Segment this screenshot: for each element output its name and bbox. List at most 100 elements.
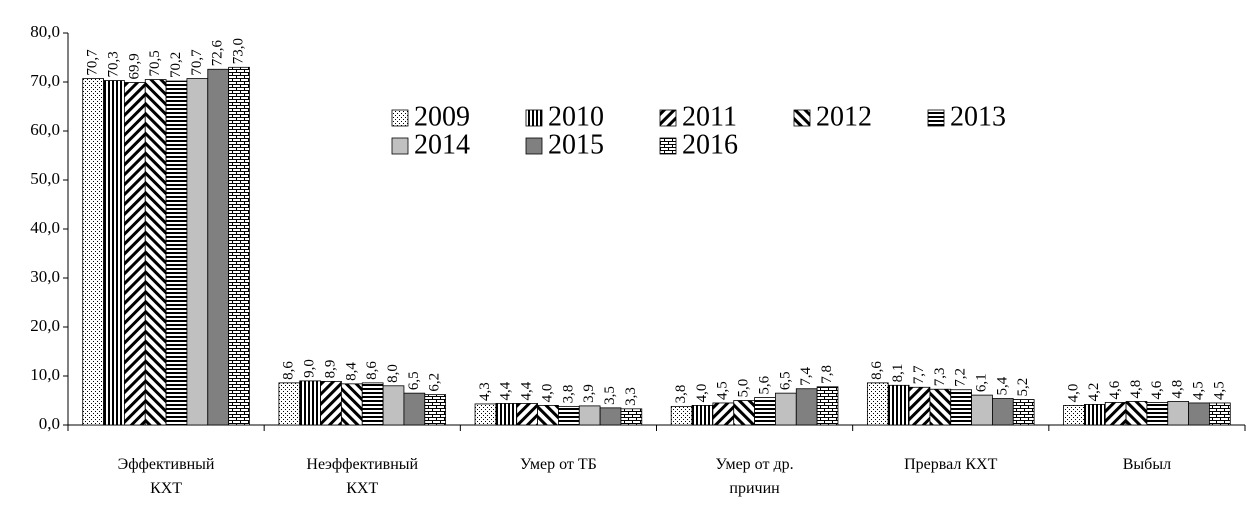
bar bbox=[992, 398, 1014, 426]
legend-swatch bbox=[659, 137, 677, 155]
value-label: 8,6 bbox=[281, 361, 297, 380]
bar bbox=[733, 400, 755, 426]
bar bbox=[950, 389, 972, 426]
bar bbox=[971, 394, 993, 426]
value-label: 4,4 bbox=[498, 381, 514, 400]
value-label: 7,8 bbox=[819, 365, 835, 384]
bar bbox=[123, 82, 146, 426]
y-tick-label: 20,0 bbox=[30, 316, 60, 335]
value-label: 8,9 bbox=[322, 360, 338, 379]
y-tick-label: 0,0 bbox=[39, 414, 60, 433]
y-tick-label: 70,0 bbox=[30, 71, 60, 90]
value-label: 72,6 bbox=[210, 40, 226, 67]
bar bbox=[228, 66, 250, 426]
value-label: 5,6 bbox=[756, 375, 772, 394]
bar bbox=[816, 386, 839, 426]
value-label: 8,6 bbox=[869, 361, 885, 380]
value-label: 4,3 bbox=[477, 382, 493, 401]
bar bbox=[474, 403, 497, 426]
bar bbox=[908, 386, 931, 426]
bar bbox=[1125, 401, 1148, 426]
bar bbox=[320, 380, 342, 426]
bar bbox=[712, 402, 735, 426]
legend-swatch bbox=[659, 109, 677, 127]
legend-label: 2014 bbox=[414, 129, 470, 160]
value-label: 3,8 bbox=[673, 385, 689, 404]
legend-label: 2012 bbox=[816, 101, 872, 132]
bar bbox=[403, 392, 426, 426]
x-tick-label: Умер от др. причин bbox=[715, 456, 794, 497]
bar bbox=[424, 394, 447, 426]
y-tick-label: 50,0 bbox=[30, 169, 60, 188]
bar bbox=[82, 78, 104, 426]
value-label: 4,5 bbox=[715, 381, 731, 400]
y-tick-label: 10,0 bbox=[30, 365, 60, 384]
value-label: 6,5 bbox=[406, 371, 422, 390]
bar bbox=[495, 403, 518, 426]
value-label: 70,7 bbox=[189, 49, 205, 76]
bar bbox=[670, 405, 693, 426]
value-label: 73,0 bbox=[230, 38, 246, 64]
bar bbox=[1063, 404, 1085, 426]
value-label: 8,4 bbox=[343, 362, 359, 381]
bar bbox=[382, 385, 405, 426]
legend-label: 2013 bbox=[950, 101, 1006, 132]
legend-swatch bbox=[927, 109, 945, 127]
value-label: 3,9 bbox=[581, 384, 597, 403]
value-label: 7,4 bbox=[798, 366, 814, 385]
legend-swatch bbox=[525, 137, 543, 155]
bar bbox=[341, 383, 363, 426]
y-tick-label: 30,0 bbox=[30, 267, 60, 286]
bar bbox=[887, 384, 910, 426]
bar bbox=[361, 382, 384, 426]
bar bbox=[1012, 399, 1035, 426]
value-label: 7,3 bbox=[932, 367, 948, 386]
value-label: 4,6 bbox=[1149, 380, 1165, 399]
bar bbox=[795, 388, 818, 426]
legend-swatch bbox=[391, 109, 409, 127]
bar bbox=[754, 397, 776, 426]
bar bbox=[578, 405, 601, 426]
x-tick-label: Умер от ТБ bbox=[519, 456, 597, 473]
value-label: 7,7 bbox=[911, 365, 927, 384]
value-label: 4,2 bbox=[1086, 383, 1102, 402]
bar bbox=[1209, 402, 1231, 426]
legend-swatch bbox=[793, 109, 811, 127]
y-tick-label: 60,0 bbox=[30, 120, 60, 139]
legend-swatch bbox=[391, 137, 409, 155]
x-tick-label: Выбыл bbox=[1122, 456, 1172, 473]
x-tick-label: Эффективный КХТ bbox=[117, 456, 215, 497]
legend-swatch bbox=[525, 109, 543, 127]
value-label: 69,9 bbox=[126, 53, 142, 79]
value-label: 70,3 bbox=[105, 51, 121, 77]
value-label: 7,2 bbox=[953, 368, 969, 387]
legend-label: 2010 bbox=[548, 101, 604, 132]
value-label: 5,0 bbox=[736, 379, 752, 398]
value-label: 4,5 bbox=[1211, 381, 1227, 400]
value-label: 4,8 bbox=[1128, 380, 1144, 399]
bar bbox=[516, 403, 538, 426]
value-label: 8,6 bbox=[364, 361, 380, 380]
legend-label: 2011 bbox=[682, 101, 737, 132]
bar bbox=[207, 68, 230, 426]
legend-label: 2016 bbox=[682, 129, 738, 160]
bar bbox=[165, 80, 188, 426]
value-label: 70,2 bbox=[168, 52, 184, 78]
bar bbox=[558, 405, 580, 426]
value-label: 3,3 bbox=[623, 387, 639, 406]
bar bbox=[599, 407, 622, 426]
x-tick-label: Неэффективный КХТ bbox=[306, 456, 419, 497]
value-label: 4,0 bbox=[694, 384, 710, 403]
bar bbox=[691, 404, 714, 426]
value-label: 5,2 bbox=[1015, 378, 1031, 397]
y-tick-label: 80,0 bbox=[30, 22, 60, 41]
bar bbox=[775, 392, 797, 426]
value-label: 6,2 bbox=[427, 373, 443, 392]
bar bbox=[1146, 402, 1169, 426]
value-label: 4,0 bbox=[539, 384, 555, 403]
bar bbox=[620, 408, 643, 426]
bar bbox=[299, 380, 321, 426]
value-label: 3,5 bbox=[602, 386, 618, 405]
